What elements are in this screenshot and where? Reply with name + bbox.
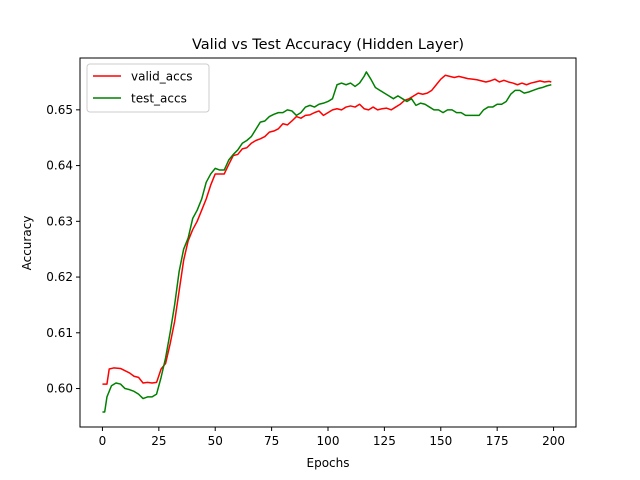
x-tick-label: 100 (317, 434, 340, 448)
axes-frame (79, 57, 577, 428)
x-tick-label: 25 (151, 434, 166, 448)
legend-label-valid-accs: valid_accs (131, 70, 193, 84)
y-tick-label: 0.60 (46, 382, 73, 396)
y-axis-ticks: 0.60 0.61 0.62 0.63 0.64 0.65 (46, 103, 80, 396)
y-tick-label: 0.65 (46, 103, 73, 117)
x-tick-label: 75 (264, 434, 279, 448)
y-tick-label: 0.64 (46, 159, 73, 173)
y-axis-title: Accuracy (20, 216, 34, 271)
y-tick-label: 0.62 (46, 270, 73, 284)
x-axis-ticks: 0 25 50 75 100 125 150 175 200 (99, 427, 565, 448)
series-line-test-accs (102, 71, 552, 413)
x-tick-label: 0 (99, 434, 107, 448)
x-tick-label: 200 (542, 434, 565, 448)
plot-area (102, 71, 552, 413)
x-tick-label: 175 (486, 434, 509, 448)
y-tick-label: 0.61 (46, 326, 73, 340)
series-line-valid-accs (102, 74, 552, 385)
x-tick-label: 125 (373, 434, 396, 448)
y-tick-label: 0.63 (46, 214, 73, 228)
legend-label-test-accs: test_accs (131, 92, 187, 106)
x-axis-title: Epochs (307, 456, 350, 470)
x-tick-label: 50 (208, 434, 223, 448)
chart-title: Valid vs Test Accuracy (Hidden Layer) (192, 37, 464, 53)
x-tick-label: 150 (429, 434, 452, 448)
legend: valid_accs test_accs (86, 63, 210, 113)
